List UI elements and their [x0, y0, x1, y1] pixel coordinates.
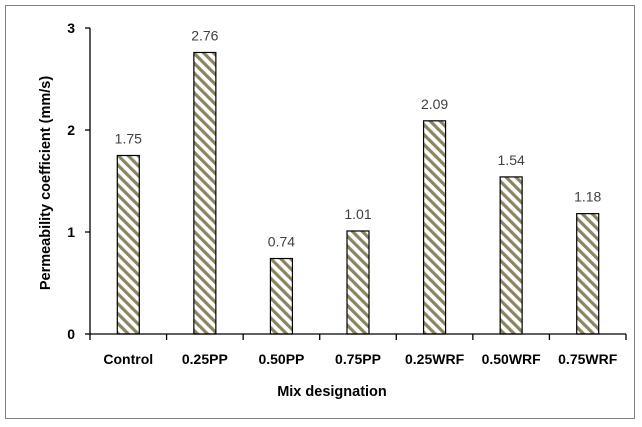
x-tick-label: 0.75WRF	[558, 351, 618, 367]
y-tick-label: 2	[67, 122, 75, 138]
data-label: 0.74	[268, 234, 295, 250]
data-label: 1.01	[344, 206, 371, 222]
data-label: 1.54	[498, 152, 525, 168]
bar-0-25pp	[193, 51, 217, 335]
x-tick-label: 0.50PP	[258, 351, 304, 367]
data-label: 2.09	[421, 96, 448, 112]
bar-0-75wrf	[576, 213, 600, 335]
bar-control	[116, 154, 140, 335]
data-label: 2.76	[191, 27, 218, 43]
bar-0-25wrf	[422, 120, 447, 335]
data-label: 1.75	[115, 131, 142, 147]
x-tick-label: 0.25PP	[182, 351, 228, 367]
y-axis-title: Permeability coefficient (mm/s)	[38, 76, 54, 291]
x-tick-label: 0.25WRF	[405, 351, 465, 367]
bar-0-50pp	[269, 257, 294, 335]
x-tick-label: Control	[103, 351, 153, 367]
data-label: 1.18	[574, 189, 601, 205]
chart-frame	[5, 5, 635, 419]
labels-layer: 0 1 2 3 Control 1.75 0.25PP 2.76 0.50PP 0.74 0.75P…	[67, 20, 618, 367]
y-tick-label: 1	[67, 224, 75, 240]
bars-layer	[116, 51, 600, 335]
x-axis-title: Mix designation	[277, 384, 387, 400]
y-tick-label: 0	[67, 326, 75, 342]
x-tick-label: 0.75PP	[335, 351, 381, 367]
y-tick-label: 3	[67, 20, 75, 36]
x-tick-label: 0.50WRF	[482, 351, 542, 367]
bar-0-75pp	[346, 230, 370, 335]
ticks-layer	[85, 27, 627, 340]
bar-0-50wrf	[499, 176, 523, 335]
